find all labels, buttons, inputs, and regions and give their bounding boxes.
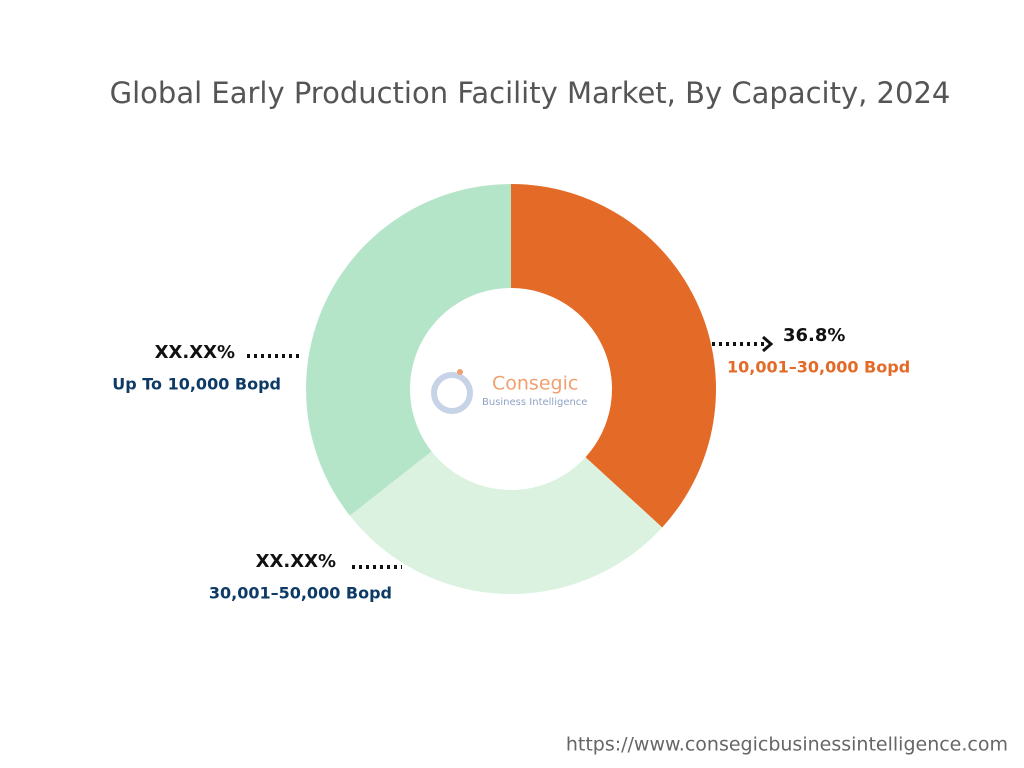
value-label: XX.XX% [155, 342, 235, 363]
value-label: 36.8% [783, 325, 845, 346]
category-label: Up To 10,000 Bopd [112, 375, 281, 394]
chart-title: Global Early Production Facility Market,… [110, 76, 951, 110]
leader-arrow [762, 335, 774, 353]
donut-segment [511, 184, 716, 528]
value-label: XX.XX% [256, 551, 336, 572]
labels: 36.8% 10,001–30,000 Bopd XX.XX% 30,001–50,0… [112, 325, 910, 603]
donut-segment [349, 451, 663, 594]
donut-segment [306, 184, 511, 516]
logo-dot [457, 369, 463, 375]
donut [306, 184, 716, 594]
logo: Consegic Business Intelligence [431, 369, 587, 414]
category-label: 10,001–30,000 Bopd [727, 358, 910, 377]
logo-name: Consegic [492, 373, 578, 395]
category-label: 30,001–50,000 Bopd [209, 584, 392, 603]
logo-tagline: Business Intelligence [482, 397, 587, 408]
logo-icon [431, 372, 473, 414]
source: https://www.consegicbusinessintelligence… [566, 734, 1008, 756]
